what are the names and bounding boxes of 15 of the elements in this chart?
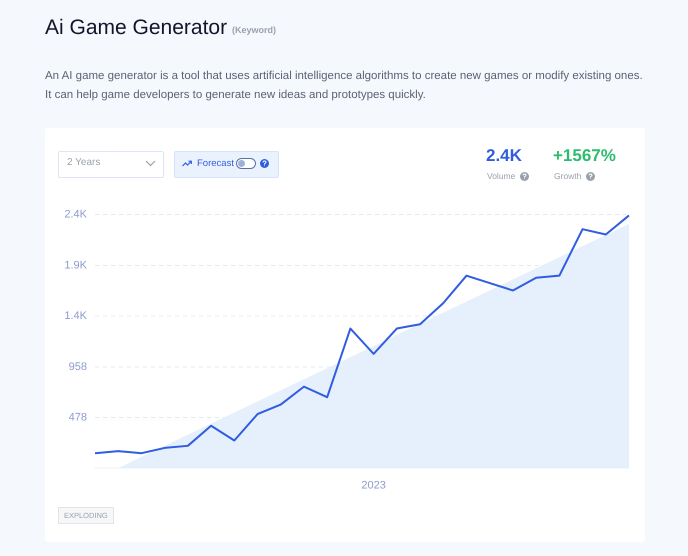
text: 2.4K [486, 146, 522, 166]
text: Growth [554, 171, 582, 181]
y-tick-label: 478 [68, 412, 87, 424]
y-tick-label: 1.9K [64, 259, 88, 272]
y-tick-label: 958 [68, 360, 87, 373]
chart-title: Ai Game Generator [45, 16, 228, 40]
text: (Keyword) [232, 25, 276, 35]
y-tick-label: 2.4K [64, 208, 88, 221]
chart-subtitle: An AI game generator is a tool that uses artificial intelligence algorithms to create new games or modify existing ones. It can help game developers to generate new ideas and prototypes quickly. [45, 69, 644, 103]
text: Forecast [197, 158, 234, 169]
text: Volume [487, 171, 516, 181]
y-tick-label: 1.4K [64, 310, 88, 322]
x-tick-label: 2023 [361, 480, 386, 492]
text: +1567% [553, 146, 616, 166]
text: 2 Years [67, 157, 100, 168]
